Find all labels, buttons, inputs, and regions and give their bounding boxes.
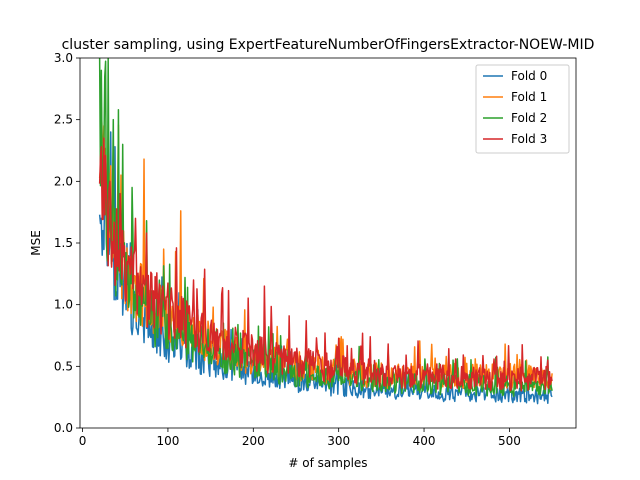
series-layer (98, 58, 553, 405)
y-axis-label: MSE (29, 230, 43, 256)
y-tick-label: 0.5 (54, 359, 73, 373)
y-tick-label: 2.0 (54, 174, 73, 188)
chart-title: cluster sampling, using ExpertFeatureNum… (62, 37, 595, 53)
legend-label: Fold 2 (511, 111, 547, 125)
y-tick-label: 1.0 (54, 298, 73, 312)
x-tick-label: 200 (242, 434, 265, 448)
x-axis-label: # of samples (288, 456, 367, 470)
x-tick-label: 500 (498, 434, 521, 448)
y-tick-label: 3.0 (54, 51, 73, 65)
y-tick-label: 1.5 (54, 236, 73, 250)
legend-label: Fold 3 (511, 132, 547, 146)
legend-label: Fold 0 (511, 69, 547, 83)
x-tick-label: 400 (413, 434, 436, 448)
y-tick-label: 2.5 (54, 113, 73, 127)
x-axis: 0 100 200 300 400 500 (79, 428, 521, 448)
legend-box (475, 64, 570, 154)
legend: Fold 0 Fold 1 Fold 2 Fold 3 (475, 64, 570, 154)
legend-label: Fold 1 (511, 90, 547, 104)
x-tick-label: 0 (79, 434, 87, 448)
y-axis: 0.0 0.5 1.0 1.5 2.0 2.5 3.0 (54, 51, 80, 435)
series-line-fold-3 (98, 137, 553, 392)
y-tick-label: 0.0 (54, 421, 73, 435)
x-tick-label: 100 (156, 434, 179, 448)
x-tick-label: 300 (327, 434, 350, 448)
